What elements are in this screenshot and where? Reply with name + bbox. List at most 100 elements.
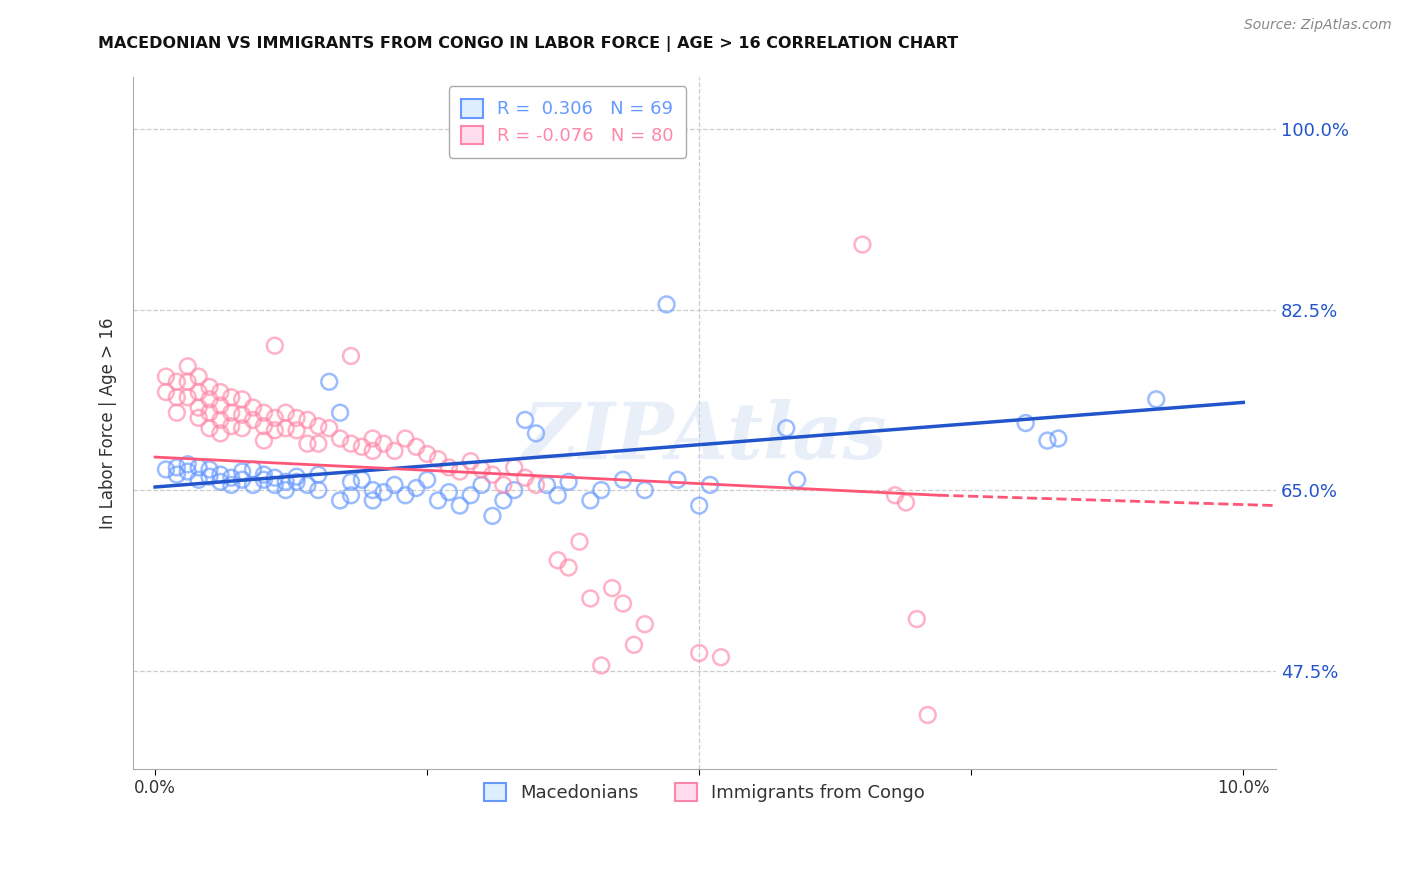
Point	[198, 421, 221, 435]
Point	[340, 488, 363, 502]
Point	[187, 410, 209, 425]
Point	[187, 385, 209, 400]
Point	[513, 413, 536, 427]
Point	[263, 410, 285, 425]
Point	[209, 385, 232, 400]
Point	[242, 462, 264, 476]
Point	[155, 385, 177, 400]
Point	[786, 473, 808, 487]
Point	[503, 460, 526, 475]
Point	[297, 436, 319, 450]
Point	[894, 495, 917, 509]
Point	[361, 443, 384, 458]
Point	[329, 432, 352, 446]
Point	[274, 406, 297, 420]
Point	[318, 375, 340, 389]
Point	[253, 467, 276, 482]
Point	[329, 406, 352, 420]
Point	[166, 467, 188, 482]
Point	[394, 432, 416, 446]
Point	[405, 481, 427, 495]
Point	[460, 488, 482, 502]
Point	[285, 423, 308, 437]
Point	[579, 591, 602, 606]
Point	[187, 401, 209, 415]
Point	[361, 432, 384, 446]
Point	[513, 471, 536, 485]
Point	[253, 434, 276, 448]
Point	[329, 493, 352, 508]
Point	[297, 413, 319, 427]
Point	[591, 483, 613, 497]
Point	[568, 534, 591, 549]
Point	[547, 553, 569, 567]
Point	[285, 469, 308, 483]
Point	[612, 597, 634, 611]
Point	[481, 508, 503, 523]
Point	[209, 426, 232, 441]
Point	[851, 237, 873, 252]
Point	[219, 478, 242, 492]
Point	[449, 465, 471, 479]
Point	[285, 475, 308, 489]
Point	[231, 473, 253, 487]
Point	[373, 485, 395, 500]
Point	[917, 708, 939, 723]
Point	[524, 478, 547, 492]
Point	[209, 475, 232, 489]
Point	[219, 471, 242, 485]
Point	[155, 369, 177, 384]
Point	[547, 488, 569, 502]
Point	[481, 467, 503, 482]
Point	[623, 638, 645, 652]
Point	[340, 475, 363, 489]
Point	[416, 447, 439, 461]
Point	[274, 483, 297, 497]
Point	[318, 421, 340, 435]
Point	[350, 473, 373, 487]
Point	[437, 460, 460, 475]
Point	[219, 390, 242, 404]
Point	[384, 443, 406, 458]
Point	[688, 646, 710, 660]
Point	[231, 421, 253, 435]
Point	[263, 339, 285, 353]
Point	[361, 483, 384, 497]
Point	[492, 493, 515, 508]
Point	[492, 478, 515, 492]
Point	[242, 478, 264, 492]
Point	[460, 454, 482, 468]
Point	[666, 473, 689, 487]
Point	[242, 413, 264, 427]
Point	[198, 406, 221, 420]
Point	[1014, 416, 1036, 430]
Point	[274, 421, 297, 435]
Point	[340, 349, 363, 363]
Point	[394, 488, 416, 502]
Point	[307, 483, 329, 497]
Point	[209, 413, 232, 427]
Point	[307, 419, 329, 434]
Point	[536, 478, 558, 492]
Point	[449, 499, 471, 513]
Point	[427, 452, 450, 467]
Point	[177, 359, 200, 374]
Point	[155, 462, 177, 476]
Point	[187, 473, 209, 487]
Point	[699, 478, 721, 492]
Point	[274, 475, 297, 489]
Text: Source: ZipAtlas.com: Source: ZipAtlas.com	[1244, 18, 1392, 32]
Point	[1036, 434, 1059, 448]
Point	[471, 462, 494, 476]
Point	[198, 469, 221, 483]
Point	[307, 436, 329, 450]
Point	[591, 658, 613, 673]
Point	[166, 406, 188, 420]
Text: ZIPAtlas: ZIPAtlas	[523, 399, 887, 475]
Point	[231, 465, 253, 479]
Point	[612, 473, 634, 487]
Point	[166, 460, 188, 475]
Point	[187, 460, 209, 475]
Point	[177, 390, 200, 404]
Point	[253, 473, 276, 487]
